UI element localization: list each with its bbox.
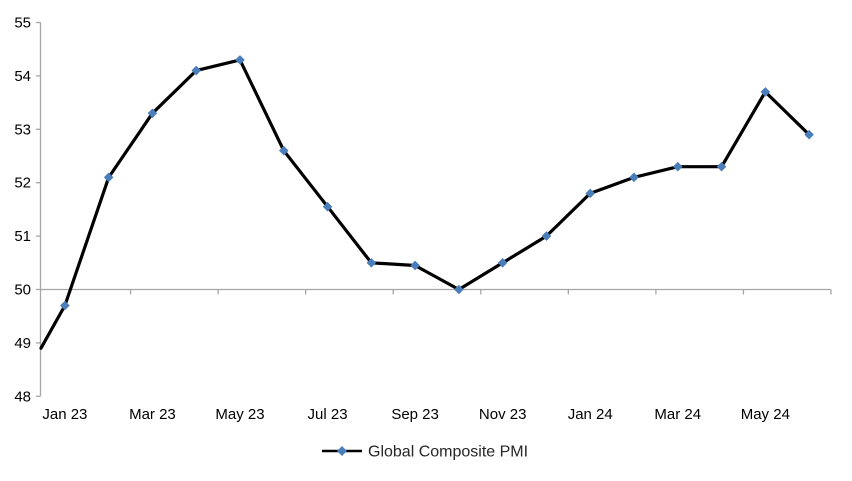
data-point-marker (497, 258, 508, 268)
data-point-marker (454, 284, 464, 295)
x-tick-label: May 23 (215, 406, 264, 423)
y-tick-label: 54 (14, 68, 31, 85)
y-tick-label: 52 (14, 175, 31, 192)
pmi-line (39, 58, 811, 350)
x-tick-label: May 24 (741, 406, 790, 423)
x-tick-label: Sep 23 (391, 406, 439, 423)
x-tick-label: Jan 24 (568, 406, 613, 423)
pmi-line-series (39, 55, 814, 350)
data-point-marker (278, 145, 289, 156)
data-point-marker (235, 55, 245, 65)
x-axis: Jan 23 Mar 23 May 23 Jul 23 Sep 23 Nov 23 Jan … (40, 288, 832, 423)
y-tick-label: 48 (14, 388, 31, 405)
data-point-marker (629, 172, 639, 183)
data-point-marker (147, 108, 158, 119)
x-tick-label: Jul 23 (308, 406, 348, 423)
data-point-marker (366, 258, 377, 268)
data-point-marker (410, 260, 420, 271)
data-point-marker (322, 201, 333, 212)
x-tick-label: Mar 24 (654, 406, 701, 423)
x-tick-label: Jan 23 (42, 406, 87, 423)
y-tick-label: 49 (14, 335, 31, 352)
data-point-marker (60, 300, 70, 311)
data-point-marker (541, 231, 552, 241)
data-point-marker (103, 172, 114, 183)
legend: Global Composite PMI (322, 444, 528, 461)
x-tick-label: Nov 23 (479, 406, 527, 423)
y-axis: 48 49 50 51 52 53 54 55 (14, 15, 42, 405)
legend-diamond-marker (337, 446, 347, 456)
data-point-marker (716, 161, 727, 172)
data-point-marker (760, 87, 771, 97)
data-point-marker (191, 65, 202, 76)
y-tick-label: 50 (14, 282, 31, 299)
x-tick-label: Mar 23 (129, 406, 176, 423)
data-point-marker (804, 129, 814, 140)
data-point-marker (672, 161, 683, 172)
legend-label: Global Composite PMI (368, 444, 528, 461)
y-tick-label: 55 (14, 15, 31, 32)
y-tick-label: 53 (14, 121, 31, 138)
y-tick-label: 51 (14, 228, 31, 245)
data-point-marker (585, 188, 596, 199)
